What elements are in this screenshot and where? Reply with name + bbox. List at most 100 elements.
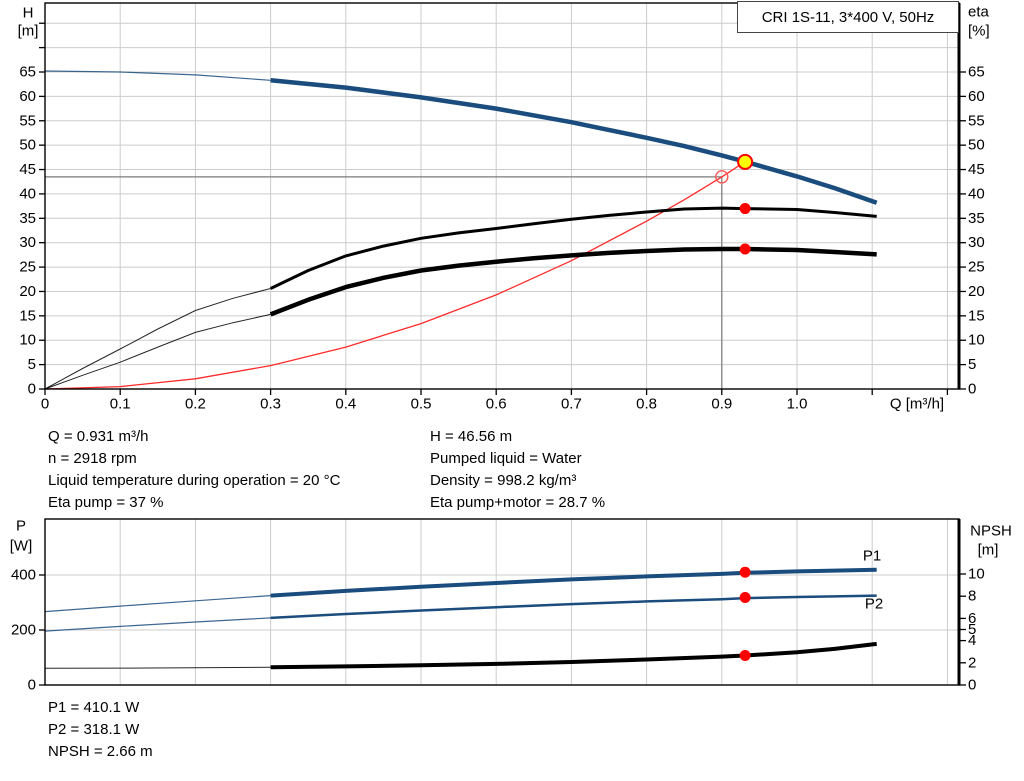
- power-npsh-chart: 0 200 400 0 2 456 8 10 P [W] NPSH [m] P1 P2: [10, 518, 1012, 694]
- svg-text:10: 10: [19, 332, 36, 349]
- power-npsh-plot-area: 0 200 400 0 2 456 8 10: [11, 518, 985, 694]
- svg-text:60: 60: [19, 88, 36, 105]
- svg-text:35: 35: [968, 210, 985, 227]
- svg-text:0.6: 0.6: [486, 396, 507, 413]
- svg-text:0.3: 0.3: [260, 396, 281, 413]
- svg-text:65: 65: [19, 64, 36, 81]
- y-left-title: H: [23, 5, 34, 22]
- P2-curve-thin: [44, 617, 271, 632]
- system-curve: [44, 161, 746, 390]
- operating-point-info-left: Q = 0.931 m³/h n = 2918 rpm Liquid tempe…: [48, 426, 340, 514]
- svg-text:15: 15: [19, 307, 36, 324]
- y-left-title: P: [16, 518, 26, 535]
- power-npsh-info: P1 = 410.1 W P2 = 318.1 W NPSH = 2.66 m: [48, 697, 153, 763]
- svg-text:35: 35: [19, 210, 36, 227]
- svg-text:0.8: 0.8: [636, 396, 657, 413]
- info-line-liquid: Pumped liquid = Water: [430, 450, 582, 467]
- svg-text:45: 45: [968, 161, 985, 178]
- eta-pump: [269, 206, 877, 290]
- info-line-temp: Liquid temperature during operation = 20…: [48, 472, 341, 489]
- info-line-p2: P2 = 318.1 W: [48, 721, 140, 738]
- svg-text:5: 5: [968, 621, 976, 638]
- svg-text:25: 25: [19, 259, 36, 276]
- svg-text:20: 20: [968, 283, 985, 300]
- info-line-eta-pump: Eta pump = 37 %: [48, 494, 164, 511]
- duty-point-marker: [737, 153, 754, 170]
- svg-text:60: 60: [968, 88, 985, 105]
- P1-curve: [270, 567, 877, 598]
- svg-text:45: 45: [19, 161, 36, 178]
- svg-text:0.5: 0.5: [411, 396, 432, 413]
- svg-text:25: 25: [968, 259, 985, 276]
- requested-duty-marker: [715, 170, 729, 184]
- operating-point-dot: [739, 566, 751, 578]
- x-axis-title: Q [m³/h]: [890, 396, 944, 413]
- svg-text:10: 10: [968, 566, 985, 583]
- svg-text:40: 40: [19, 185, 36, 202]
- svg-text:0.1: 0.1: [110, 396, 131, 413]
- svg-text:10: 10: [968, 332, 985, 349]
- svg-text:30: 30: [19, 234, 36, 251]
- series-label-p1: P1: [863, 548, 881, 565]
- info-line-npsh: NPSH = 2.66 m: [48, 743, 153, 760]
- P2-curve: [270, 594, 877, 620]
- svg-text:5: 5: [968, 356, 976, 373]
- operating-point-dot: [739, 649, 751, 661]
- NPSH-curve: [270, 641, 877, 670]
- P1-curve-thin: [44, 595, 271, 613]
- y-left-unit: [m]: [18, 23, 39, 40]
- y-right-title: eta: [968, 4, 990, 21]
- svg-text:50: 50: [19, 137, 36, 154]
- eta-pump-thin: [44, 288, 271, 390]
- svg-text:4: 4: [968, 632, 976, 649]
- operating-point-info-right: H = 46.56 m Pumped liquid = Water Densit…: [430, 426, 605, 514]
- operating-point-dot: [739, 203, 751, 215]
- svg-text:0.4: 0.4: [335, 396, 356, 413]
- info-line-n: n = 2918 rpm: [48, 450, 137, 467]
- info-line-h: H = 46.56 m: [430, 428, 513, 445]
- svg-text:0.2: 0.2: [185, 396, 206, 413]
- y-left-unit: [W]: [10, 538, 33, 555]
- head-efficiency-plot-area: 0 5 10 15 20 25 30 35 40 45 50 55 60 65 0 5 10 15 20 25 30 35…: [19, 2, 985, 413]
- info-line-q: Q = 0.931 m³/h: [48, 428, 149, 445]
- svg-text:0: 0: [28, 381, 36, 398]
- svg-text:6: 6: [968, 610, 976, 627]
- svg-text:5: 5: [28, 356, 36, 373]
- H-curve: [270, 78, 878, 205]
- svg-text:15: 15: [968, 307, 985, 324]
- svg-text:30: 30: [968, 234, 985, 251]
- y-right-unit: [m]: [978, 542, 999, 559]
- svg-text:200: 200: [11, 622, 36, 639]
- operating-point-dot: [739, 592, 751, 604]
- svg-text:20: 20: [19, 283, 36, 300]
- svg-text:0: 0: [968, 677, 976, 694]
- svg-text:0.9: 0.9: [711, 396, 732, 413]
- info-line-density: Density = 998.2 kg/m³: [430, 472, 577, 489]
- eta-pump-motor: [269, 246, 877, 317]
- svg-text:55: 55: [968, 112, 985, 129]
- svg-text:50: 50: [968, 137, 985, 154]
- info-line-eta-total: Eta pump+motor = 28.7 %: [430, 494, 606, 511]
- info-line-p1: P1 = 410.1 W: [48, 699, 140, 716]
- svg-text:0.7: 0.7: [561, 396, 582, 413]
- y-right-unit: [%]: [968, 23, 990, 40]
- svg-text:0: 0: [41, 396, 49, 413]
- H-curve-thin: [44, 70, 271, 81]
- eta-pump-motor-thin: [44, 313, 271, 390]
- head-efficiency-chart: 0 5 10 15 20 25 30 35 40 45 50 55 60 65 0 5 10 15 20 25 30 35…: [18, 2, 990, 413]
- svg-text:1.0: 1.0: [787, 396, 808, 413]
- svg-text:65: 65: [968, 64, 985, 81]
- svg-text:0: 0: [968, 381, 976, 398]
- y-right-title: NPSH: [970, 523, 1012, 540]
- svg-text:2: 2: [968, 654, 976, 671]
- svg-text:40: 40: [968, 185, 985, 202]
- svg-text:8: 8: [968, 588, 976, 605]
- operating-point-dot: [739, 243, 751, 255]
- NPSH-curve-thin: [44, 666, 271, 669]
- svg-text:0: 0: [28, 677, 36, 694]
- chart-title: CRI 1S-11, 3*400 V, 50Hz: [737, 1, 959, 33]
- svg-text:400: 400: [11, 567, 36, 584]
- series-label-p2: P2: [865, 596, 883, 613]
- svg-text:55: 55: [19, 112, 36, 129]
